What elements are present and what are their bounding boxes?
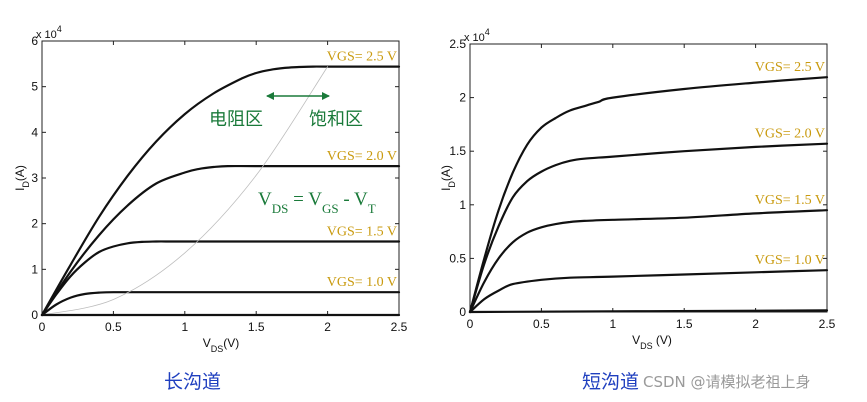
series-line-0 xyxy=(468,269,829,314)
x-tick-label: 1 xyxy=(609,317,616,331)
annotation-linear-region: 电阻区 xyxy=(209,109,263,130)
series-line-1 xyxy=(468,209,829,314)
x-tick-label: 2.5 xyxy=(819,317,836,331)
y-tick-label: 4 xyxy=(31,125,38,139)
long-channel-chart: 0 0.5 1 1.5 2 2.5 0 1 2 3 4 5 6x 104 VDS(V) ID(A) VGS= … xyxy=(13,24,408,354)
annotation-saturation-region: 饱和区 xyxy=(309,109,363,130)
y-tick-label: 1 xyxy=(459,198,466,212)
y-tick-label: 2.5 xyxy=(449,37,466,51)
series-line-3 xyxy=(468,76,829,314)
series-label-2: VGS= 2.0 V xyxy=(327,149,397,164)
series-label-0: VGS= 1.0 V xyxy=(327,275,397,290)
series-line-3 xyxy=(40,65,401,317)
series-label-0: VGS= 1.0 V xyxy=(755,253,825,268)
series-line-4 xyxy=(468,309,829,314)
x-tick-label: 0 xyxy=(467,317,474,331)
x-axis-label: VDS(V) xyxy=(203,336,240,354)
saturation-boundary-curve xyxy=(41,66,328,316)
y-tick-label: 1 xyxy=(31,262,38,276)
y-tick-label: 0 xyxy=(31,308,38,322)
y-exponent: x 104 xyxy=(464,27,490,44)
x-tick-label: 1 xyxy=(181,320,188,334)
series-label-3: VGS= 2.5 V xyxy=(327,50,397,65)
series-line-2 xyxy=(40,164,401,317)
y-tick-label: 2 xyxy=(459,91,466,105)
y-tick-label: 3 xyxy=(31,171,38,185)
caption-long-channel: 长沟道 xyxy=(164,371,222,393)
x-tick-label: 2.5 xyxy=(391,320,408,334)
x-tick-label: 2 xyxy=(324,320,331,334)
series-line-0 xyxy=(40,291,401,317)
x-tick-label: 0.5 xyxy=(105,320,122,334)
x-tick-label: 2 xyxy=(752,317,759,331)
series-label-3: VGS= 2.5 V xyxy=(755,60,825,75)
y-axis-label: ID(A) xyxy=(439,165,457,191)
plot-frame xyxy=(41,40,400,316)
series-line-2 xyxy=(468,142,829,314)
y-tick-label: 0 xyxy=(459,305,466,319)
x-axis-label: VDS (V) xyxy=(632,333,672,351)
y-tick-label: 1.5 xyxy=(449,144,466,158)
series-label-2: VGS= 2.0 V xyxy=(755,127,825,142)
y-tick-label: 5 xyxy=(31,80,38,94)
y-axis-label: ID(A) xyxy=(13,165,31,191)
y-tick-label: 0.5 xyxy=(449,251,466,265)
y-exponent: x 104 xyxy=(36,24,62,41)
caption-short-channel: 短沟道 xyxy=(582,371,640,393)
y-tick-label: 2 xyxy=(31,217,38,231)
series-line-1 xyxy=(40,240,401,317)
series-label-1: VGS= 1.5 V xyxy=(755,193,825,208)
annotation-saturation-equation: VDS = VGS - VT xyxy=(258,189,376,216)
watermark: CSDN @请模拟老祖上身 xyxy=(643,373,811,391)
x-tick-label: 0.5 xyxy=(533,317,550,331)
series-label-1: VGS= 1.5 V xyxy=(327,224,397,239)
y-tick-label: 6 xyxy=(31,34,38,48)
x-tick-label: 1.5 xyxy=(248,320,265,334)
x-tick-label: 0 xyxy=(39,320,46,334)
x-tick-label: 1.5 xyxy=(676,317,693,331)
